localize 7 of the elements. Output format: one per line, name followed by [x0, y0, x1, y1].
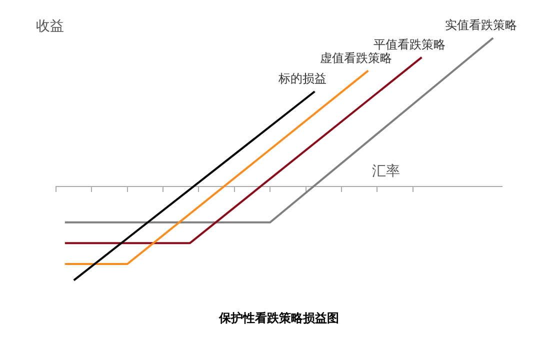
y-axis-title: 收益	[36, 18, 64, 35]
x-axis-title: 汇率	[372, 163, 400, 180]
text: 保护性看跌策略损益图	[218, 310, 339, 325]
series-label: 虚值看跌策略	[320, 50, 392, 65]
series-label: 平值看跌策略	[374, 37, 446, 52]
series-label: 标的损益	[278, 72, 327, 86]
series-label: 实值看跌策略	[445, 18, 518, 32]
